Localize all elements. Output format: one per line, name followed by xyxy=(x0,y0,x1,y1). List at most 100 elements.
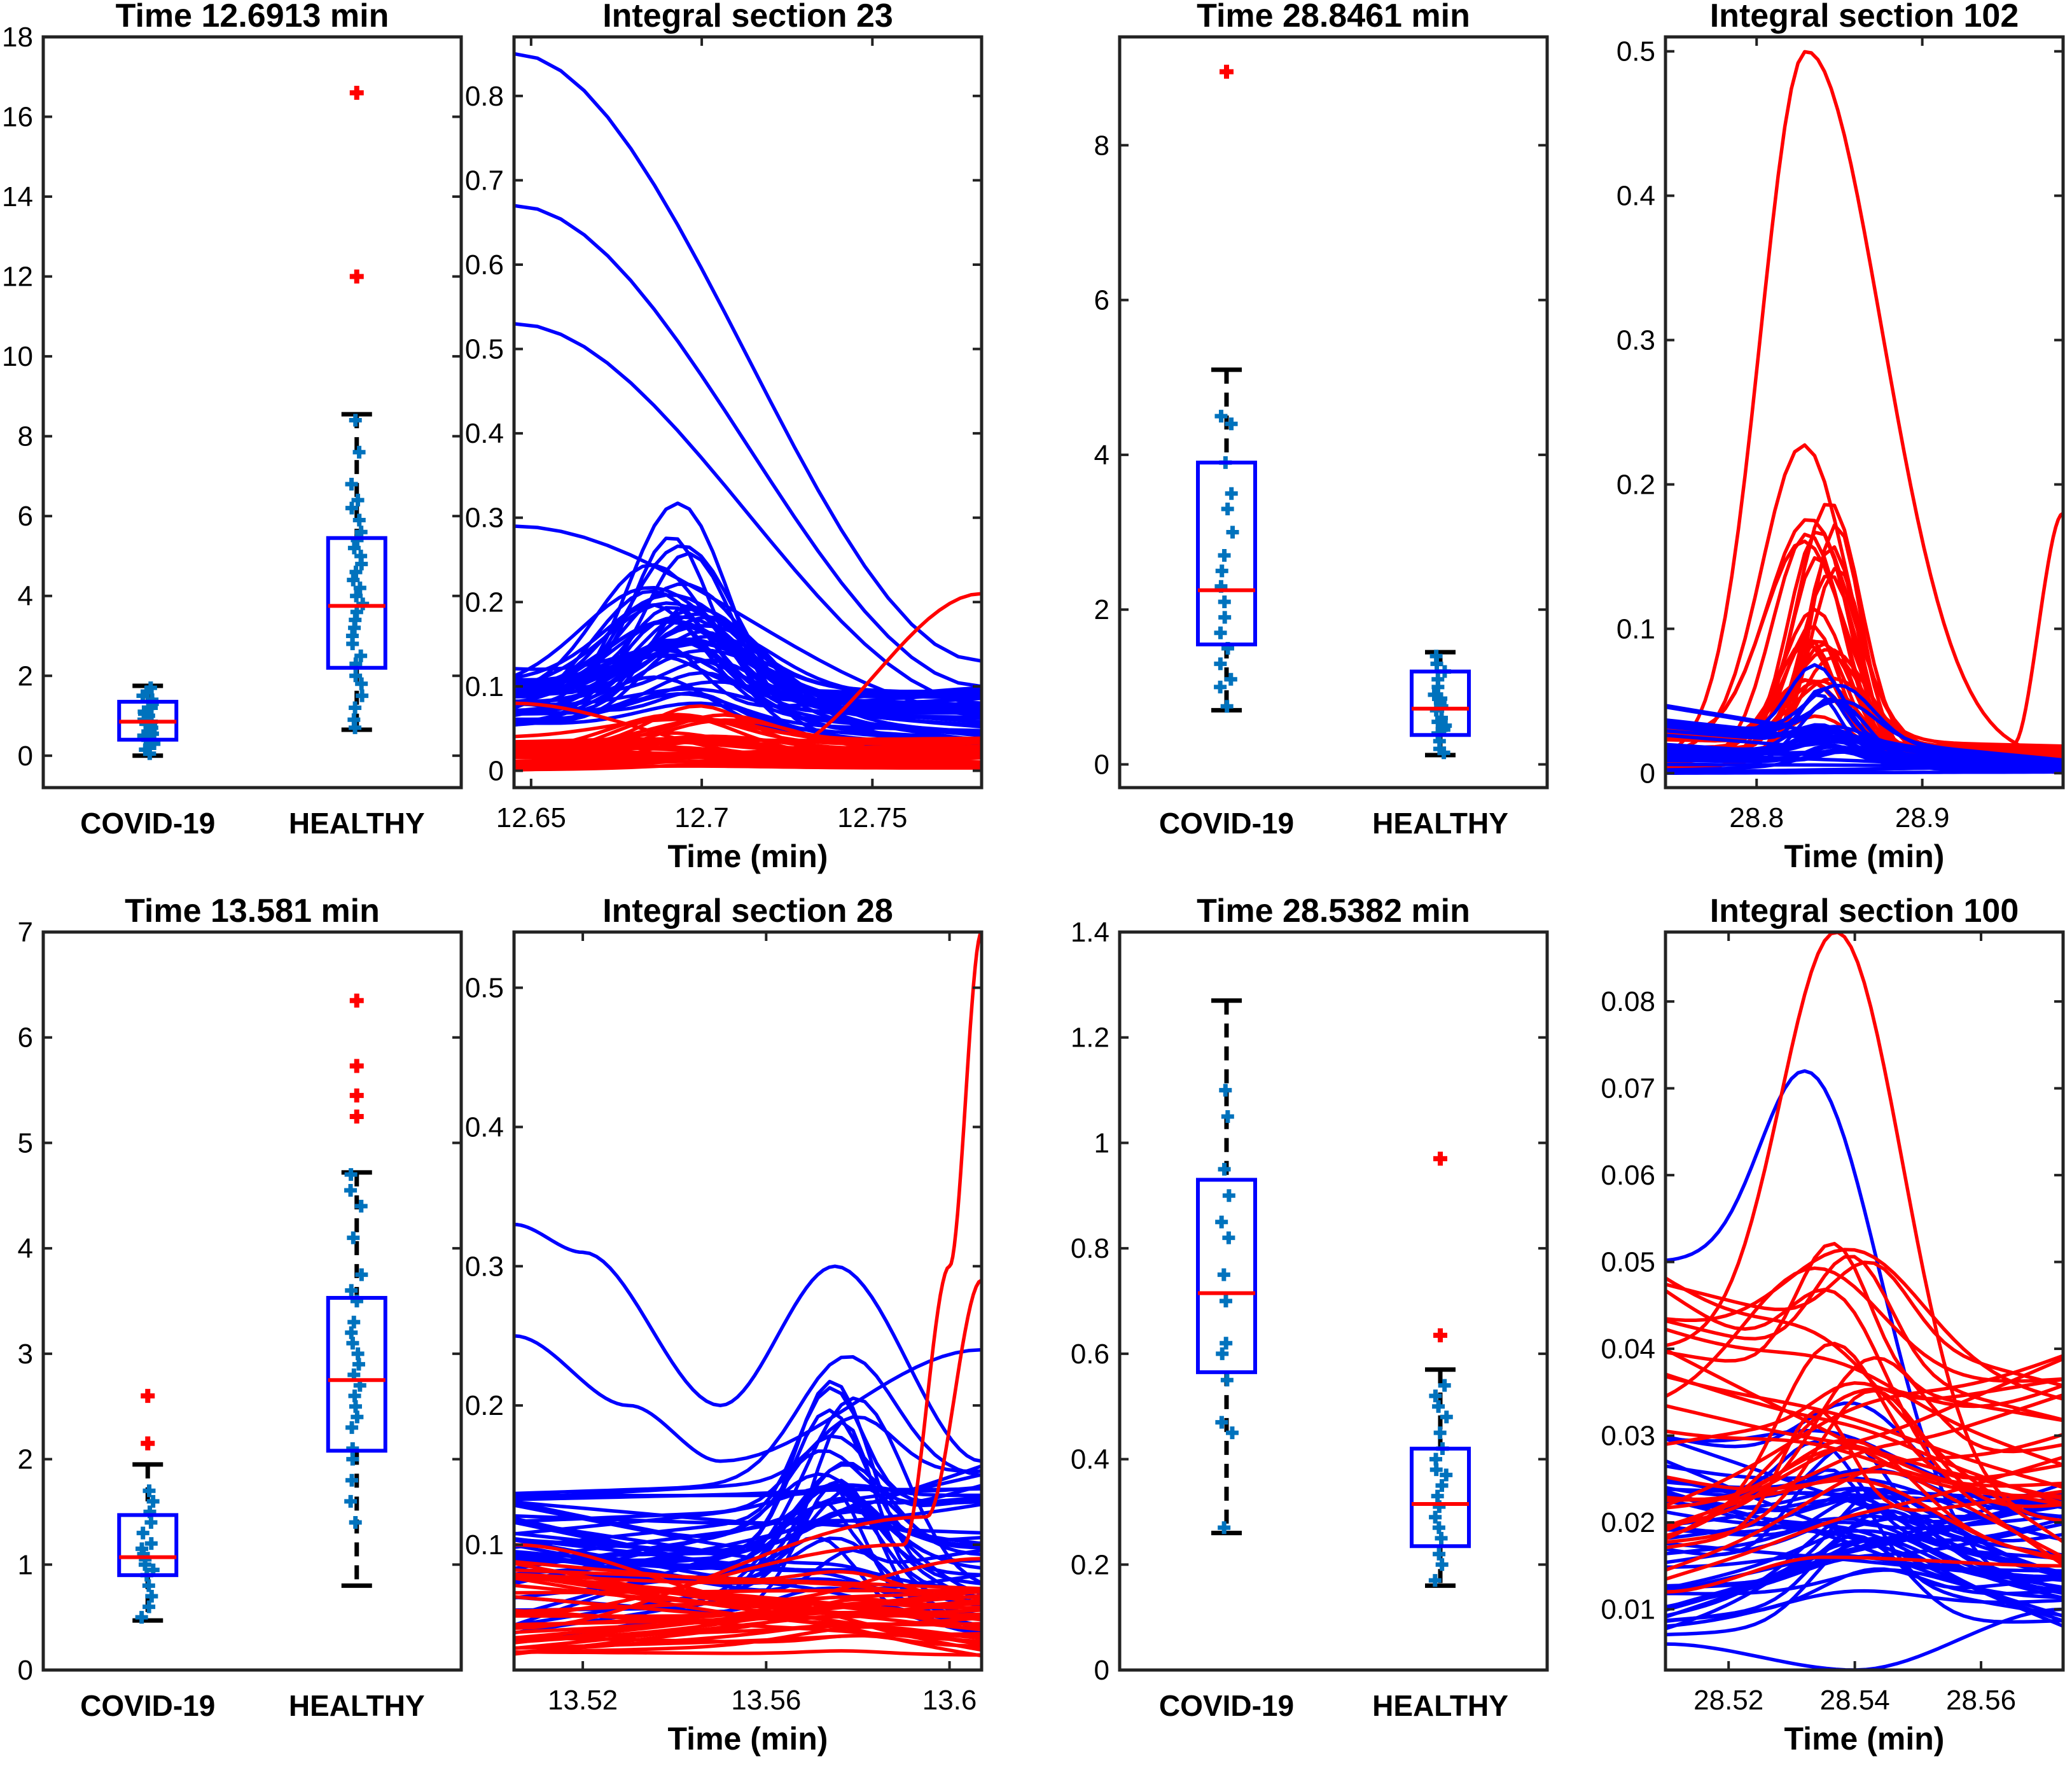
box-covid-19 xyxy=(117,1513,179,1577)
data-point xyxy=(1216,1347,1229,1360)
series-line xyxy=(1665,50,2063,758)
plot-area xyxy=(1665,932,2063,1670)
data-point xyxy=(1221,503,1234,516)
outlier-point xyxy=(1433,1328,1447,1342)
axes-frame xyxy=(1118,35,1549,790)
box-healthy xyxy=(326,536,387,670)
panel-title: Integral section 23 xyxy=(602,0,893,34)
y-tick-label: 7 xyxy=(18,917,33,948)
panel-title: Integral section 100 xyxy=(1710,893,2019,929)
x-tick-label: 13.6 xyxy=(922,1685,977,1716)
y-tick-label: 1 xyxy=(18,1549,33,1580)
data-point xyxy=(1214,657,1227,671)
series-line xyxy=(1665,1347,2063,1559)
y-tick-label: 0.7 xyxy=(465,165,504,196)
data-point xyxy=(1221,1110,1234,1123)
box-healthy xyxy=(1410,669,1471,737)
y-tick-label: 0.5 xyxy=(1617,36,1655,67)
data-point xyxy=(1429,650,1443,663)
panel-p8: Integral section 100 28.52 28.54 28.56Time … xyxy=(1601,893,2065,1757)
outlier-point xyxy=(349,1088,364,1103)
y-tick-label: 0.2 xyxy=(1617,469,1655,500)
series-line xyxy=(1665,1356,2063,1529)
data-point xyxy=(350,589,363,602)
y-tick-label: 0.4 xyxy=(1071,1444,1109,1475)
y-tick-label: 8 xyxy=(18,421,33,452)
series-line xyxy=(514,1584,982,1632)
box-covid-19 xyxy=(1196,461,1257,646)
series-line xyxy=(1665,1496,2063,1561)
data-point xyxy=(1226,526,1239,539)
series-line xyxy=(514,1634,982,1648)
panel-title: Time 28.8461 min xyxy=(1197,0,1470,34)
panel-p6: Integral section 28 13.52 13.56 13.6 Time (m… xyxy=(465,893,984,1757)
outlier-point xyxy=(349,1059,364,1073)
data-point xyxy=(347,713,361,727)
panel-title: Time 12.6913 min xyxy=(116,0,389,34)
y-tick-label: 10 xyxy=(2,341,33,372)
series-line xyxy=(1665,1248,2063,1401)
x-tick-label: 28.9 xyxy=(1895,802,1950,833)
data-point xyxy=(1220,1374,1234,1387)
data-point xyxy=(1428,688,1441,702)
y-tick-label: 0 xyxy=(489,755,504,786)
data-point xyxy=(351,1347,365,1360)
y-tick-label: 0.8 xyxy=(465,81,504,112)
series-line xyxy=(514,582,982,711)
y-tick-label: 0.6 xyxy=(465,249,504,281)
axes-frame xyxy=(1664,35,2065,790)
y-tick-label: 0.06 xyxy=(1601,1160,1655,1191)
data-point xyxy=(144,1537,158,1550)
series-line xyxy=(514,1608,982,1643)
y-tick-label: 0.4 xyxy=(465,1111,504,1143)
data-point xyxy=(1214,410,1228,423)
data-point xyxy=(1225,487,1238,500)
y-tick-label: 0.3 xyxy=(465,1251,504,1282)
data-point xyxy=(352,513,366,527)
series-line xyxy=(514,749,982,767)
series-line xyxy=(1665,1555,2063,1594)
y-tick-label: 0.02 xyxy=(1601,1507,1655,1538)
data-point xyxy=(1220,1337,1233,1350)
series-line xyxy=(1665,1377,2063,1446)
y-tick-label: 4 xyxy=(18,1233,33,1264)
series-line xyxy=(1665,1468,2063,1618)
data-point xyxy=(1440,1468,1453,1482)
data-point xyxy=(1222,1231,1235,1244)
data-point xyxy=(1438,1379,1451,1392)
series-line xyxy=(1665,770,2063,775)
series-line xyxy=(514,637,982,742)
y-tick-label: 0.1 xyxy=(465,1529,504,1561)
data-point xyxy=(353,581,366,595)
data-point xyxy=(1219,1295,1232,1307)
series-line xyxy=(514,1560,982,1606)
series-line xyxy=(1665,1429,2063,1507)
data-point xyxy=(1218,611,1232,624)
outlier-point xyxy=(1220,64,1234,79)
data-point xyxy=(143,1600,156,1613)
series-line xyxy=(514,592,982,756)
series-line xyxy=(1665,1276,2063,1543)
data-point xyxy=(1429,1510,1442,1524)
outlier-point xyxy=(349,1110,364,1124)
data-point xyxy=(136,1526,149,1540)
data-point xyxy=(1218,595,1231,609)
data-point xyxy=(349,669,363,683)
panel-title: Time 13.581 min xyxy=(125,893,380,929)
data-point xyxy=(349,414,362,427)
y-tick-label: 6 xyxy=(18,1022,33,1054)
panel-p3: Time 28.8461 min COVID-19 HEALTHY 0 2 4 6 8 xyxy=(1094,0,1549,840)
axes-frame xyxy=(41,930,463,1672)
plot-area xyxy=(1196,64,1471,760)
x-axis-label: Time (min) xyxy=(1784,1721,1945,1757)
y-tick-label: 0.2 xyxy=(1071,1549,1109,1580)
x-tick-label: 12.65 xyxy=(496,802,566,833)
y-tick-label: 5 xyxy=(18,1127,33,1159)
y-tick-label: 0.1 xyxy=(465,671,504,702)
data-point xyxy=(1225,1426,1239,1440)
axes-frame xyxy=(1664,930,2065,1672)
series-line xyxy=(1665,1069,2063,1592)
y-tick-label: 0 xyxy=(18,1655,33,1686)
series-line xyxy=(514,717,982,745)
series-line xyxy=(1665,1354,2063,1508)
